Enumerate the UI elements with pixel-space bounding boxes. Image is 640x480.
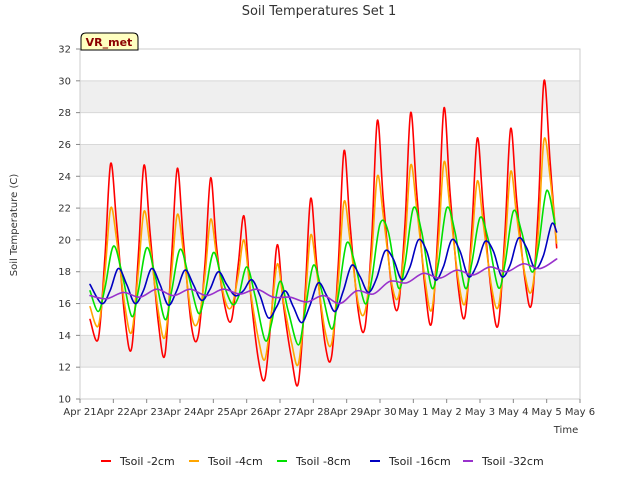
legend: Tsoil -2cm Tsoil -4cm Tsoil -8cm Tsoil -16c… [101, 455, 544, 468]
plot-band [80, 49, 580, 81]
x-tick-label: Apr 22 [97, 407, 130, 418]
x-tick-label: Apr 23 [130, 407, 163, 418]
series-line-tsoil-32cm [89, 258, 558, 305]
y-tick-label: 28 [58, 108, 71, 119]
x-tick-label: Apr 28 [297, 407, 330, 418]
y-tick-label: 26 [58, 140, 71, 151]
x-tick-label: May 4 [498, 407, 528, 418]
series-line-tsoil-16cm [89, 222, 558, 324]
legend-item: Tsoil -16cm [370, 455, 451, 468]
legend-item: Tsoil -32cm [463, 455, 544, 468]
plot-band [80, 176, 580, 209]
y-tick-label: 16 [58, 299, 71, 310]
plot-band [80, 144, 580, 177]
x-axis-label: Time [553, 425, 578, 436]
x-tick-label: May 5 [532, 407, 562, 418]
legend-item: Tsoil -2cm [101, 455, 175, 468]
legend-item: Tsoil -4cm [189, 455, 263, 468]
y-axis-label: Soil Temperature (C) [9, 174, 20, 277]
x-tick-label: Apr 27 [263, 407, 296, 418]
x-tick-label: Apr 21 [63, 407, 96, 418]
y-tick-label: 22 [58, 204, 71, 215]
y-tick-label: 24 [58, 172, 71, 183]
x-tick-label: May 2 [432, 407, 462, 418]
y-tick-label: 18 [58, 267, 71, 278]
y-tick-label: 32 [58, 45, 71, 56]
legend-label: Tsoil -8cm [295, 455, 351, 468]
legend-label: Tsoil -32cm [481, 455, 544, 468]
series-line-tsoil-4cm [89, 137, 558, 367]
legend-item: Tsoil -8cm [277, 455, 351, 468]
y-tick-label: 14 [58, 331, 71, 342]
plot-band [80, 208, 580, 240]
axes [79, 48, 581, 400]
plot-band [80, 303, 580, 336]
legend-label: Tsoil -4cm [207, 455, 263, 468]
x-tick-label: Apr 26 [230, 407, 263, 418]
x-tick-label: Apr 25 [197, 407, 230, 418]
series-lines [89, 79, 558, 387]
y-tick-label: 12 [58, 363, 71, 374]
x-tick-label: Apr 24 [163, 407, 196, 418]
plot-band [80, 367, 580, 399]
plot-band [80, 112, 580, 145]
x-tick-label: Apr 29 [330, 407, 363, 418]
x-tick-label: Apr 30 [363, 407, 396, 418]
badge-label: VR_met [86, 36, 133, 49]
badge-box [80, 32, 139, 51]
legend-label: Tsoil -16cm [388, 455, 451, 468]
x-axis-ticks: Apr 21 Apr 22 Apr 23 Apr 24 Apr 25 Apr 26 Apr … [63, 399, 595, 418]
plot-background [80, 49, 580, 399]
plot-band [80, 80, 580, 113]
y-axis-ticks: 10 12 14 16 18 20 22 24 26 28 30 32 [58, 45, 80, 406]
legend-label: Tsoil -2cm [119, 455, 175, 468]
series-line-tsoil-8cm [89, 189, 556, 346]
chart-title: Soil Temperatures Set 1 [242, 4, 397, 19]
station-badge: VR_met [80, 32, 139, 51]
x-tick-label: May 1 [398, 407, 428, 418]
plot-band [80, 239, 580, 272]
x-tick-label: May 6 [565, 407, 595, 418]
y-tick-label: 30 [58, 76, 71, 87]
x-tick-label: May 3 [465, 407, 495, 418]
y-tick-label: 10 [58, 395, 71, 406]
y-tick-label: 20 [58, 235, 71, 246]
plot-frame [79, 48, 581, 400]
